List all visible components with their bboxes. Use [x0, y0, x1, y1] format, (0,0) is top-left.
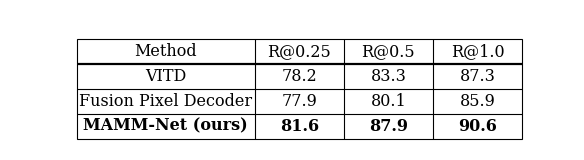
Bar: [77, 39, 522, 139]
Text: 90.6: 90.6: [458, 118, 497, 135]
Text: 87.3: 87.3: [460, 68, 495, 85]
Text: R@1.0: R@1.0: [451, 43, 504, 60]
Text: MAMM-Net (ours): MAMM-Net (ours): [84, 118, 248, 135]
Text: VITD: VITD: [145, 68, 186, 85]
Text: Method: Method: [134, 43, 197, 60]
Text: 83.3: 83.3: [370, 68, 406, 85]
Text: R@0.5: R@0.5: [361, 43, 415, 60]
Text: 78.2: 78.2: [281, 68, 317, 85]
Text: Fusion Pixel Decoder: Fusion Pixel Decoder: [79, 93, 252, 110]
Text: 80.1: 80.1: [370, 93, 406, 110]
Text: 77.9: 77.9: [281, 93, 317, 110]
Text: R@0.25: R@0.25: [267, 43, 331, 60]
Text: 81.6: 81.6: [280, 118, 319, 135]
Text: 87.9: 87.9: [369, 118, 408, 135]
Text: 85.9: 85.9: [460, 93, 495, 110]
